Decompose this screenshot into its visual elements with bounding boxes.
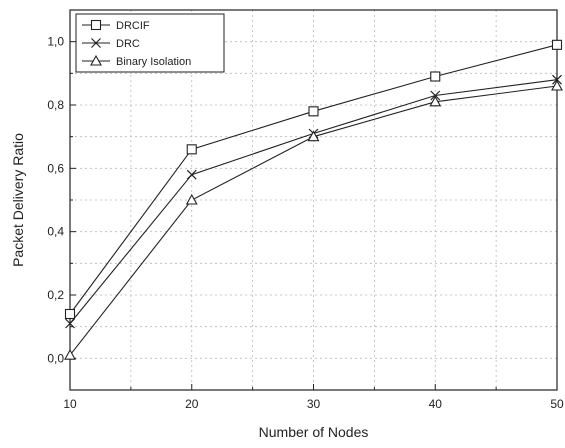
x-axis-title: Number of Nodes — [259, 424, 369, 440]
y-tick-label: 0,8 — [47, 98, 64, 112]
y-tick-label: 1,0 — [47, 35, 64, 49]
y-tick-label: 0,2 — [47, 288, 64, 302]
data-point-x — [552, 74, 562, 85]
legend-marker-square — [90, 19, 102, 31]
legend-label: Binary Isolation — [116, 56, 191, 68]
data-point-x — [65, 318, 75, 329]
data-point-square — [551, 39, 563, 50]
legend-item: DRCIF — [82, 19, 150, 32]
data-point-square — [308, 106, 319, 117]
data-point-square — [186, 144, 197, 155]
data-point-x — [430, 90, 441, 101]
x-tick-label: 20 — [185, 397, 199, 411]
data-point-triangle — [64, 349, 76, 360]
legend-marker-triangle — [90, 54, 102, 66]
legend-marker-x — [91, 38, 101, 48]
y-tick-label: 0,6 — [47, 161, 64, 175]
data-point-triangle — [185, 193, 198, 205]
data-point-triangle — [307, 130, 320, 142]
data-point-x — [186, 169, 197, 180]
x-tick-label: 40 — [429, 397, 443, 411]
x-tick-label: 10 — [63, 397, 77, 411]
grid — [70, 10, 557, 390]
legend-item: DRC — [82, 38, 140, 50]
series-square — [64, 39, 563, 320]
x-tick-label: 30 — [307, 397, 321, 411]
y-tick-label: 0,4 — [47, 225, 64, 239]
data-point-square — [64, 308, 76, 320]
data-point-square — [430, 71, 441, 82]
series-triangle — [64, 79, 563, 360]
legend-item: Binary Isolation — [82, 54, 191, 68]
legend: DRCIF DRC Binary Isolation — [75, 13, 225, 73]
data-point-triangle — [429, 95, 442, 107]
legend-label: DRCIF — [116, 20, 150, 32]
legend-label: DRC — [116, 38, 140, 50]
y-tick-label: 0,0 — [47, 351, 64, 365]
axes: 0,0 0,2 0,4 0,6 0,8 1,0 10 20 30 40 50 — [47, 9, 564, 411]
y-axis-title: Packet Delivery Ratio — [10, 133, 26, 267]
x-tick-label: 50 — [550, 397, 564, 411]
data-point-triangle — [551, 79, 563, 91]
series — [64, 39, 563, 360]
